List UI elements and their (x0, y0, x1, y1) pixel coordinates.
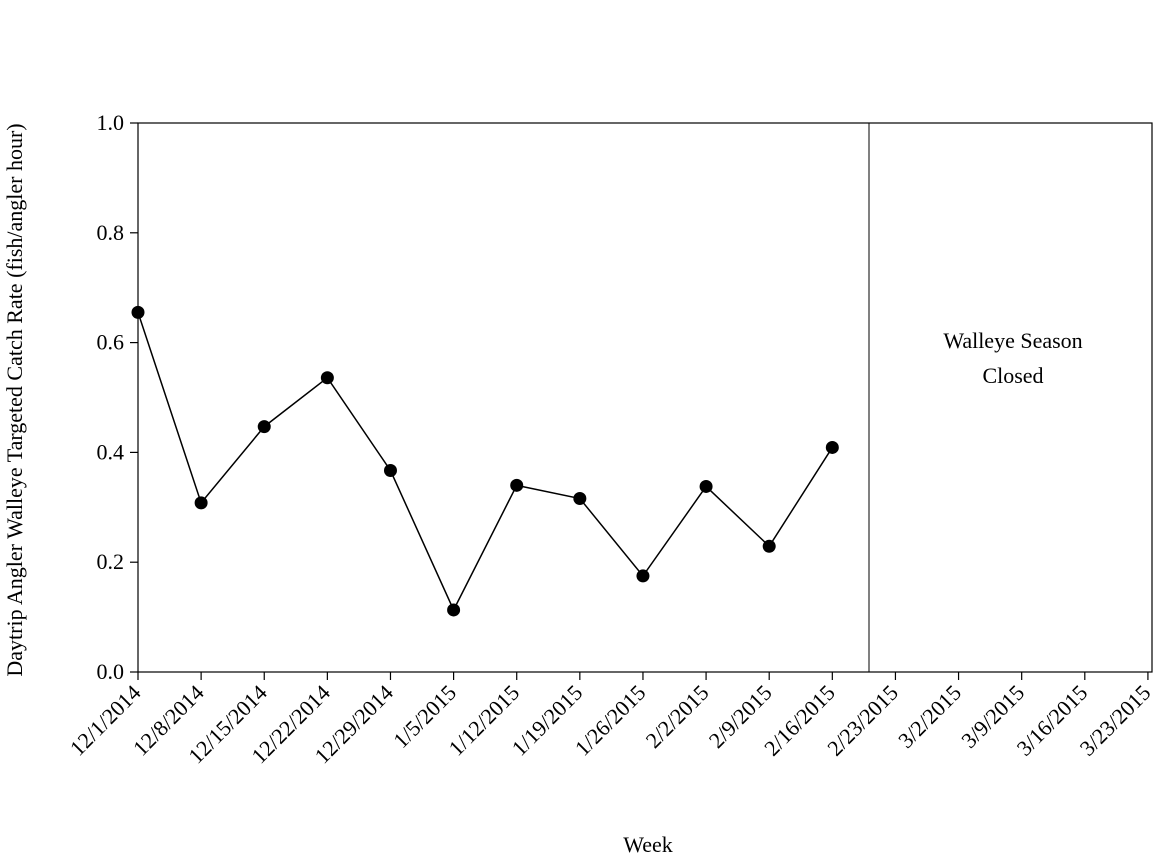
x-tick-label: 1/26/2015 (570, 680, 651, 761)
x-tick-label: 3/2/2015 (893, 680, 966, 753)
x-axis-label: Week (623, 832, 673, 856)
data-point (194, 496, 208, 510)
annotation: Walleye Season (943, 328, 1082, 353)
data-point (320, 371, 334, 385)
annotation: Closed (982, 363, 1043, 388)
x-tick-label: 2/2/2015 (641, 680, 714, 753)
x-tick-label: 3/23/2015 (1075, 680, 1156, 761)
series-line (137, 312, 833, 612)
plot-frame (137, 122, 1153, 673)
y-tick-label: 0.4 (97, 439, 125, 464)
x-tick-label: 2/23/2015 (822, 680, 903, 761)
data-point (383, 464, 397, 478)
y-tick-label: 0.8 (97, 220, 125, 245)
data-point (573, 492, 587, 506)
data-point (825, 440, 839, 454)
data-point (510, 478, 524, 492)
data-point (257, 420, 271, 434)
y-tick-label: 1.0 (97, 110, 125, 135)
data-point (131, 305, 145, 319)
data-point (699, 479, 713, 493)
y-tick-label: 0.0 (97, 659, 125, 684)
y-tick-label: 0.6 (97, 330, 125, 355)
data-point (447, 603, 461, 617)
y-axis-label: Daytrip Angler Walleye Targeted Catch Ra… (2, 123, 27, 676)
y-tick-label: 0.2 (97, 549, 125, 574)
data-point (762, 539, 776, 553)
data-point (636, 569, 650, 583)
